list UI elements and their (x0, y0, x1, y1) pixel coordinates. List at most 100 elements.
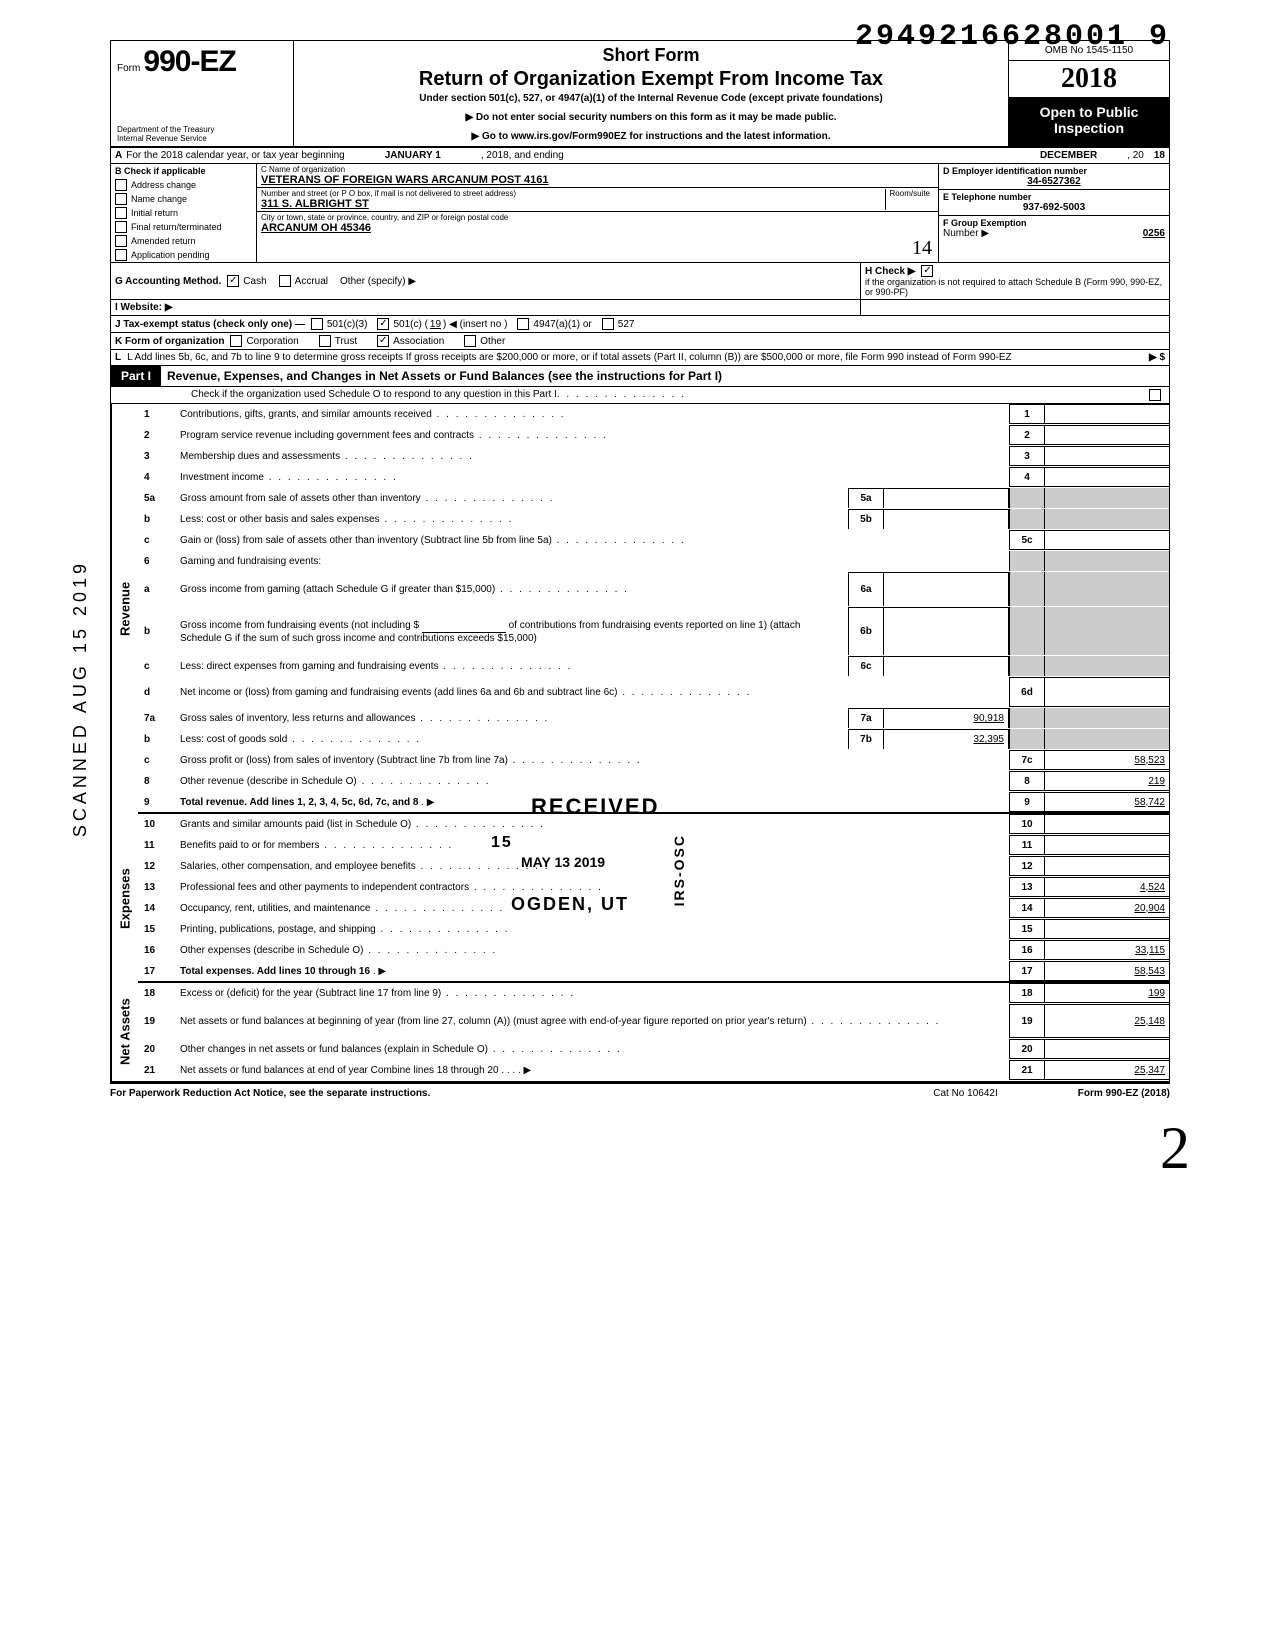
name-label: C Name of organization (261, 165, 934, 174)
lbl-501c: 501(c) ( (393, 319, 427, 330)
h-text2: if the organization is not required to a… (865, 277, 1165, 297)
line-j: J Tax-exempt status (check only one) — 5… (110, 316, 1170, 333)
l3-desc: Membership dues and assessments (180, 451, 1009, 462)
part1-label: Part I (111, 366, 161, 386)
org-info-block: B Check if applicable Address change Nam… (110, 164, 1170, 263)
city-right-num: 14 (912, 237, 932, 260)
chk-assoc[interactable] (377, 335, 389, 347)
l12-desc: Salaries, other compensation, and employ… (180, 861, 1009, 872)
l7c-val: 58,523 (1044, 750, 1169, 770)
col-b-header: B Check if applicable (111, 164, 256, 178)
sched-o-check-line: Check if the organization used Schedule … (110, 387, 1170, 404)
l8-desc: Other revenue (describe in Schedule O) (180, 776, 1009, 787)
city: ARCANUM OH 45346 (261, 222, 934, 234)
l11-desc: Benefits paid to or for members (180, 840, 1009, 851)
chk-sched-o[interactable] (1149, 389, 1161, 401)
city-label: City or town, state or province, country… (261, 213, 934, 222)
chk-trust[interactable] (319, 335, 331, 347)
part1-title: Revenue, Expenses, and Changes in Net As… (161, 366, 1169, 386)
subtitle: Under section 501(c), 527, or 4947(a)(1)… (302, 93, 1000, 104)
l8-val: 219 (1044, 771, 1169, 791)
l17-val: 58,543 (1044, 961, 1169, 981)
chk-4947[interactable] (517, 318, 529, 330)
l15-desc: Printing, publications, postage, and shi… (180, 924, 1009, 935)
end-year: 18 (1154, 150, 1165, 161)
l16-desc: Other expenses (describe in Schedule O) (180, 945, 1009, 956)
col-def: D Employer identification number 34-6527… (939, 164, 1169, 262)
l1-desc: Contributions, gifts, grants, and simila… (180, 409, 1009, 420)
netassets-section: Net Assets 18Excess or (deficit) for the… (110, 983, 1170, 1082)
document-id: 2949216628001 9 (855, 20, 1170, 54)
form-label: Form (117, 63, 140, 74)
lbl-other-org: Other (480, 336, 505, 347)
instruction-2: ▶ Go to www.irs.gov/Form990EZ for instru… (302, 131, 1000, 142)
chk-initial[interactable] (115, 207, 127, 219)
chk-accrual[interactable] (279, 275, 291, 287)
l10-desc: Grants and similar amounts paid (list in… (180, 819, 1009, 830)
lbl-initial: Initial return (131, 208, 178, 218)
scan-stamp: SCANNED AUG 15 2019 (70, 560, 91, 837)
l14-desc: Occupancy, rent, utilities, and maintena… (180, 903, 1009, 914)
phone: 937-692-5003 (943, 202, 1165, 213)
netassets-vert-label: Net Assets (111, 983, 138, 1081)
l6c-desc: Less: direct expenses from gaming and fu… (180, 661, 848, 672)
chk-name[interactable] (115, 193, 127, 205)
l13-desc: Professional fees and other payments to … (180, 882, 1009, 893)
lbl-name: Name change (131, 194, 187, 204)
col-b: B Check if applicable Address change Nam… (111, 164, 257, 262)
chk-final[interactable] (115, 221, 127, 233)
lbl-corp: Corporation (246, 336, 298, 347)
chk-501c3[interactable] (311, 318, 323, 330)
l5b-desc: Less: cost or other basis and sales expe… (180, 514, 848, 525)
l6b-input[interactable] (422, 619, 506, 633)
dept-line2: Internal Revenue Service (117, 135, 214, 144)
lbl-527: 527 (618, 319, 635, 330)
revenue-vert-label: Revenue (111, 404, 138, 814)
lbl-final: Final return/terminated (131, 222, 222, 232)
end-month: DECEMBER (1040, 150, 1097, 161)
lbl-other-method: Other (specify) ▶ (340, 276, 416, 287)
chk-pending[interactable] (115, 249, 127, 261)
l2-desc: Program service revenue including govern… (180, 430, 1009, 441)
l19-desc: Net assets or fund balances at beginning… (180, 1016, 1009, 1027)
chk-527[interactable] (602, 318, 614, 330)
lbl-501c3: 501(c)(3) (327, 319, 368, 330)
line-l: L L Add lines 5b, 6c, and 7b to line 9 t… (110, 350, 1170, 366)
ein: 34-6527362 (943, 176, 1165, 187)
l5c-desc: Gain or (loss) from sale of assets other… (180, 535, 1009, 546)
chk-address[interactable] (115, 179, 127, 191)
col-c: C Name of organization VETERANS OF FOREI… (257, 164, 939, 262)
line-k: K Form of organization Corporation Trust… (110, 333, 1170, 350)
line-g: G Accounting Method. Cash Accrual Other … (110, 263, 860, 300)
chk-corp[interactable] (230, 335, 242, 347)
lbl-assoc: Association (393, 336, 444, 347)
group-ex-num: 0256 (1143, 228, 1165, 239)
chk-other-org[interactable] (464, 335, 476, 347)
chk-h[interactable] (921, 265, 933, 277)
line-a: A For the 2018 calendar year, or tax yea… (110, 148, 1170, 164)
begin-date: JANUARY 1 (385, 150, 441, 161)
l7b-val: 32,395 (884, 729, 1009, 749)
j-label: J Tax-exempt status (check only one) — (115, 319, 305, 330)
lbl-pending: Application pending (131, 250, 210, 260)
lbl-501c-after: ) ◀ (insert no ) (443, 319, 507, 330)
footer-right: Form 990-EZ (2018) (1078, 1088, 1170, 1099)
l13-val: 4,524 (1044, 877, 1169, 897)
open-line2: Inspection (1011, 120, 1167, 136)
chk-cash[interactable] (227, 275, 239, 287)
l14-val: 20,904 (1044, 898, 1169, 918)
org-name: VETERANS OF FOREIGN WARS ARCANUM POST 41… (261, 174, 934, 186)
room-label: Room/suite (885, 189, 934, 210)
l18-val: 199 (1044, 983, 1169, 1003)
page-number-handwritten: 2 (1160, 1114, 1190, 1183)
chk-501c[interactable] (377, 318, 389, 330)
street-label: Number and street (or P O box, if mail i… (261, 189, 934, 198)
form-number: 990-EZ (143, 45, 235, 78)
k-label: K Form of organization (115, 336, 224, 347)
lbl-trust: Trust (335, 336, 357, 347)
chk-amended[interactable] (115, 235, 127, 247)
line-a-text2: , 2018, and ending (481, 150, 564, 161)
lbl-accrual: Accrual (295, 276, 328, 287)
l7a-desc: Gross sales of inventory, less returns a… (180, 713, 848, 724)
l-text: L Add lines 5b, 6c, and 7b to line 9 to … (127, 352, 1129, 363)
